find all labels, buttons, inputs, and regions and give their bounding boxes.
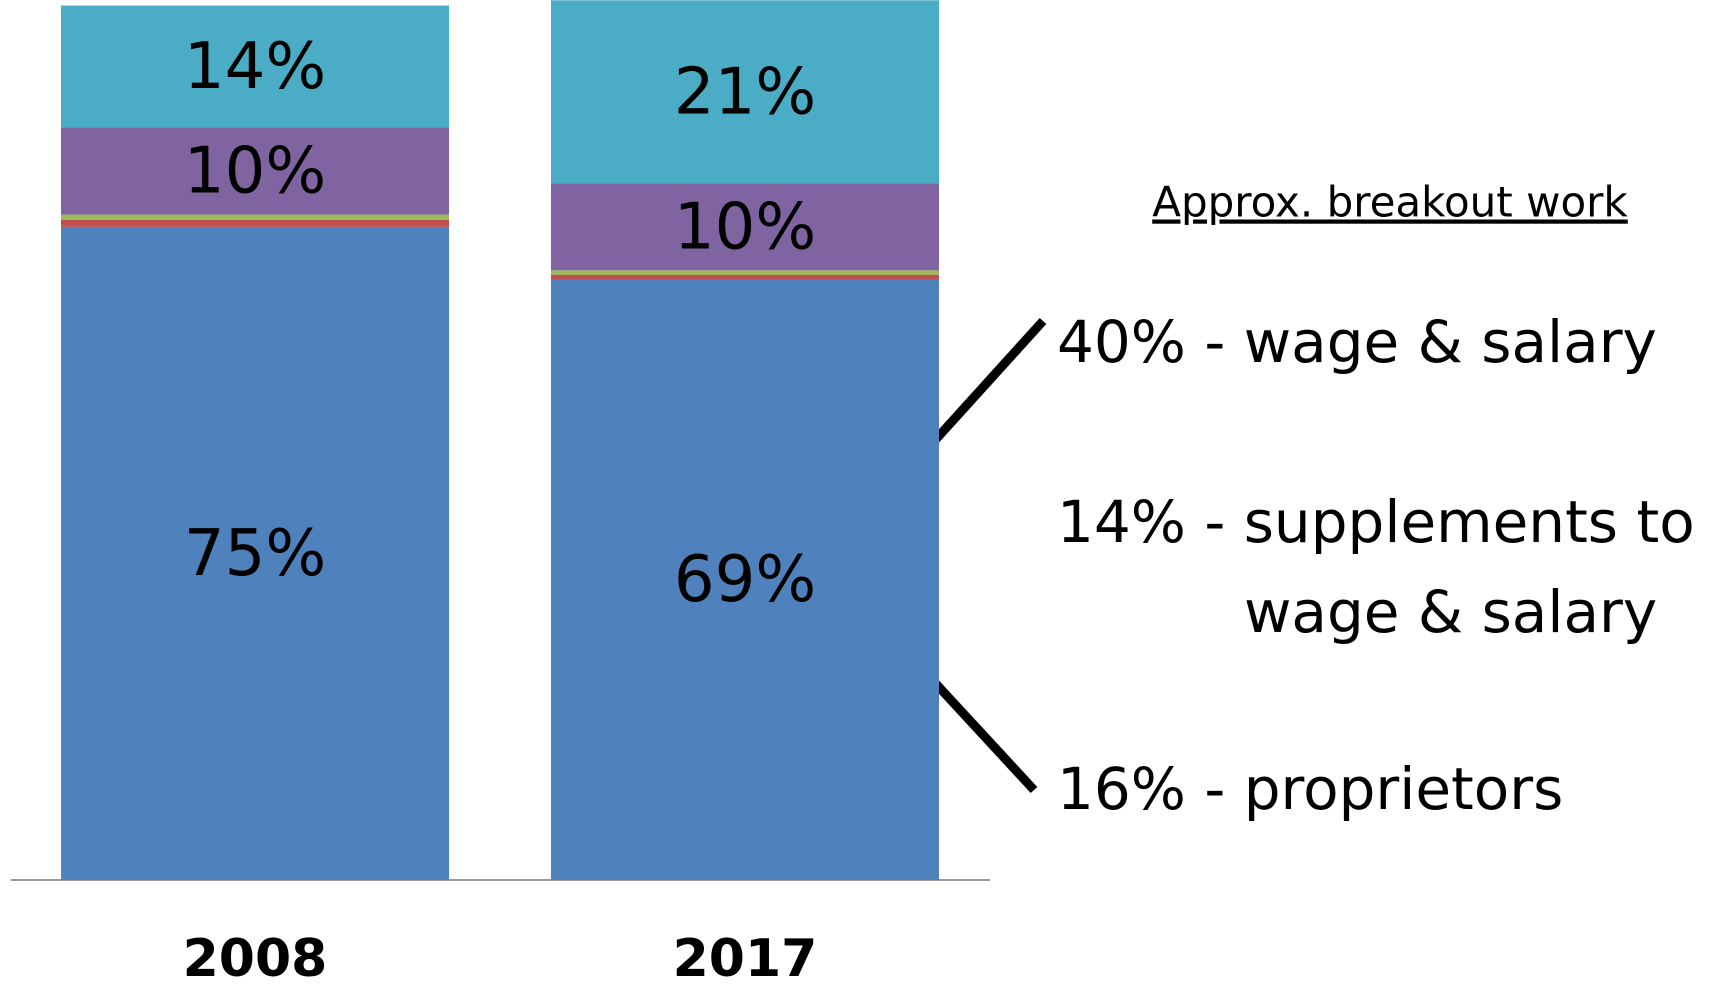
data-label: 21% (674, 55, 816, 129)
data-label: 69% (674, 543, 816, 617)
breakout-item: 40% - wage & salary (1057, 308, 1657, 376)
bar-segment (61, 214, 449, 220)
bar-segment (61, 127, 449, 215)
bar-segment (61, 5, 449, 128)
breakout-title: Approx. breakout work (1152, 178, 1628, 227)
bar-segment (551, 0, 939, 184)
breakout-item: 14% - supplements to (1057, 488, 1695, 556)
x-tick-label: 2008 (183, 929, 328, 984)
bar-segment (551, 279, 939, 880)
data-label: 14% (184, 30, 326, 104)
data-label: 10% (184, 135, 326, 209)
bar-segment (551, 274, 939, 280)
bar-segment (551, 183, 939, 271)
bar-segment (551, 270, 939, 275)
x-tick-label: 2017 (673, 929, 818, 984)
breakout-item: 16% - proprietors (1057, 755, 1563, 823)
bar-segment (61, 219, 449, 227)
bar-segment (61, 226, 449, 880)
data-label: 75% (184, 517, 326, 591)
data-label: 10% (674, 190, 816, 264)
breakout-item: wage & salary (1244, 578, 1657, 646)
